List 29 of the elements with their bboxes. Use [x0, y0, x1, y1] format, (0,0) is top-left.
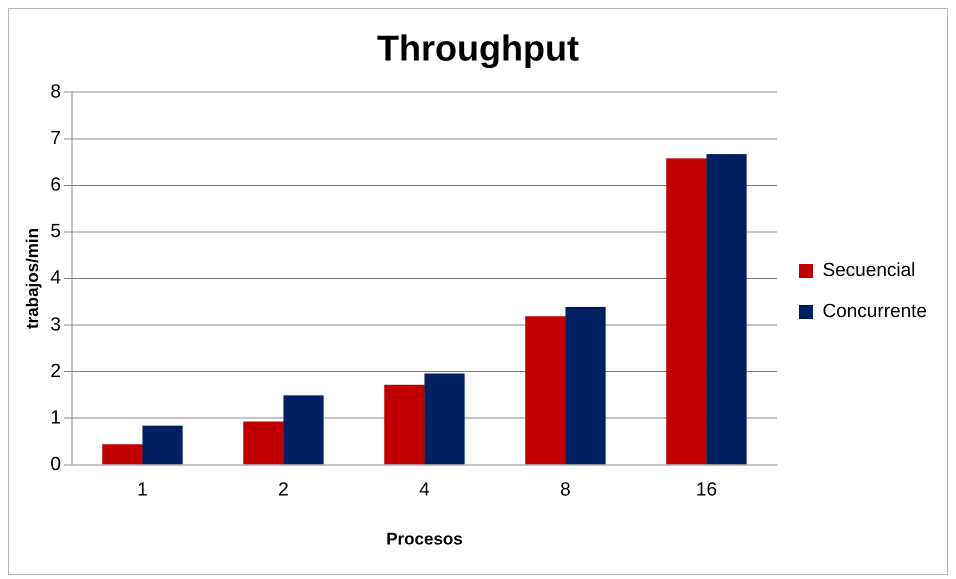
x-tick-label: 16	[696, 479, 718, 500]
chart-title: Throughput	[377, 28, 579, 69]
y-axis-title: trabajos/min	[22, 228, 42, 330]
bar	[283, 395, 324, 464]
x-tick-label: 4	[419, 479, 430, 500]
legend-label: Secuencial	[822, 260, 916, 282]
legend-label: Concurrente	[822, 301, 928, 322]
y-tick-label: 5	[50, 221, 61, 242]
y-tick-label: 1	[50, 407, 61, 428]
bar	[706, 154, 747, 464]
x-tick-label: 2	[278, 479, 289, 500]
x-axis-title: Procesos	[386, 529, 463, 548]
y-tick-label: 6	[50, 174, 61, 196]
bar	[142, 426, 183, 464]
y-tick-label: 0	[50, 454, 61, 476]
x-tick-label: 1	[137, 479, 148, 500]
y-tick-label: 3	[50, 314, 61, 336]
y-tick-label: 2	[50, 360, 61, 382]
bar	[666, 158, 706, 464]
bar	[243, 421, 284, 464]
bar	[565, 306, 606, 464]
bar	[525, 316, 566, 464]
bar	[424, 374, 465, 464]
y-tick-label: 7	[50, 128, 61, 150]
y-tick-label: 8	[50, 81, 61, 102]
x-tick-label: 8	[560, 479, 571, 500]
y-tick-label: 4	[50, 268, 62, 289]
bar	[384, 384, 424, 464]
bar	[102, 444, 142, 464]
